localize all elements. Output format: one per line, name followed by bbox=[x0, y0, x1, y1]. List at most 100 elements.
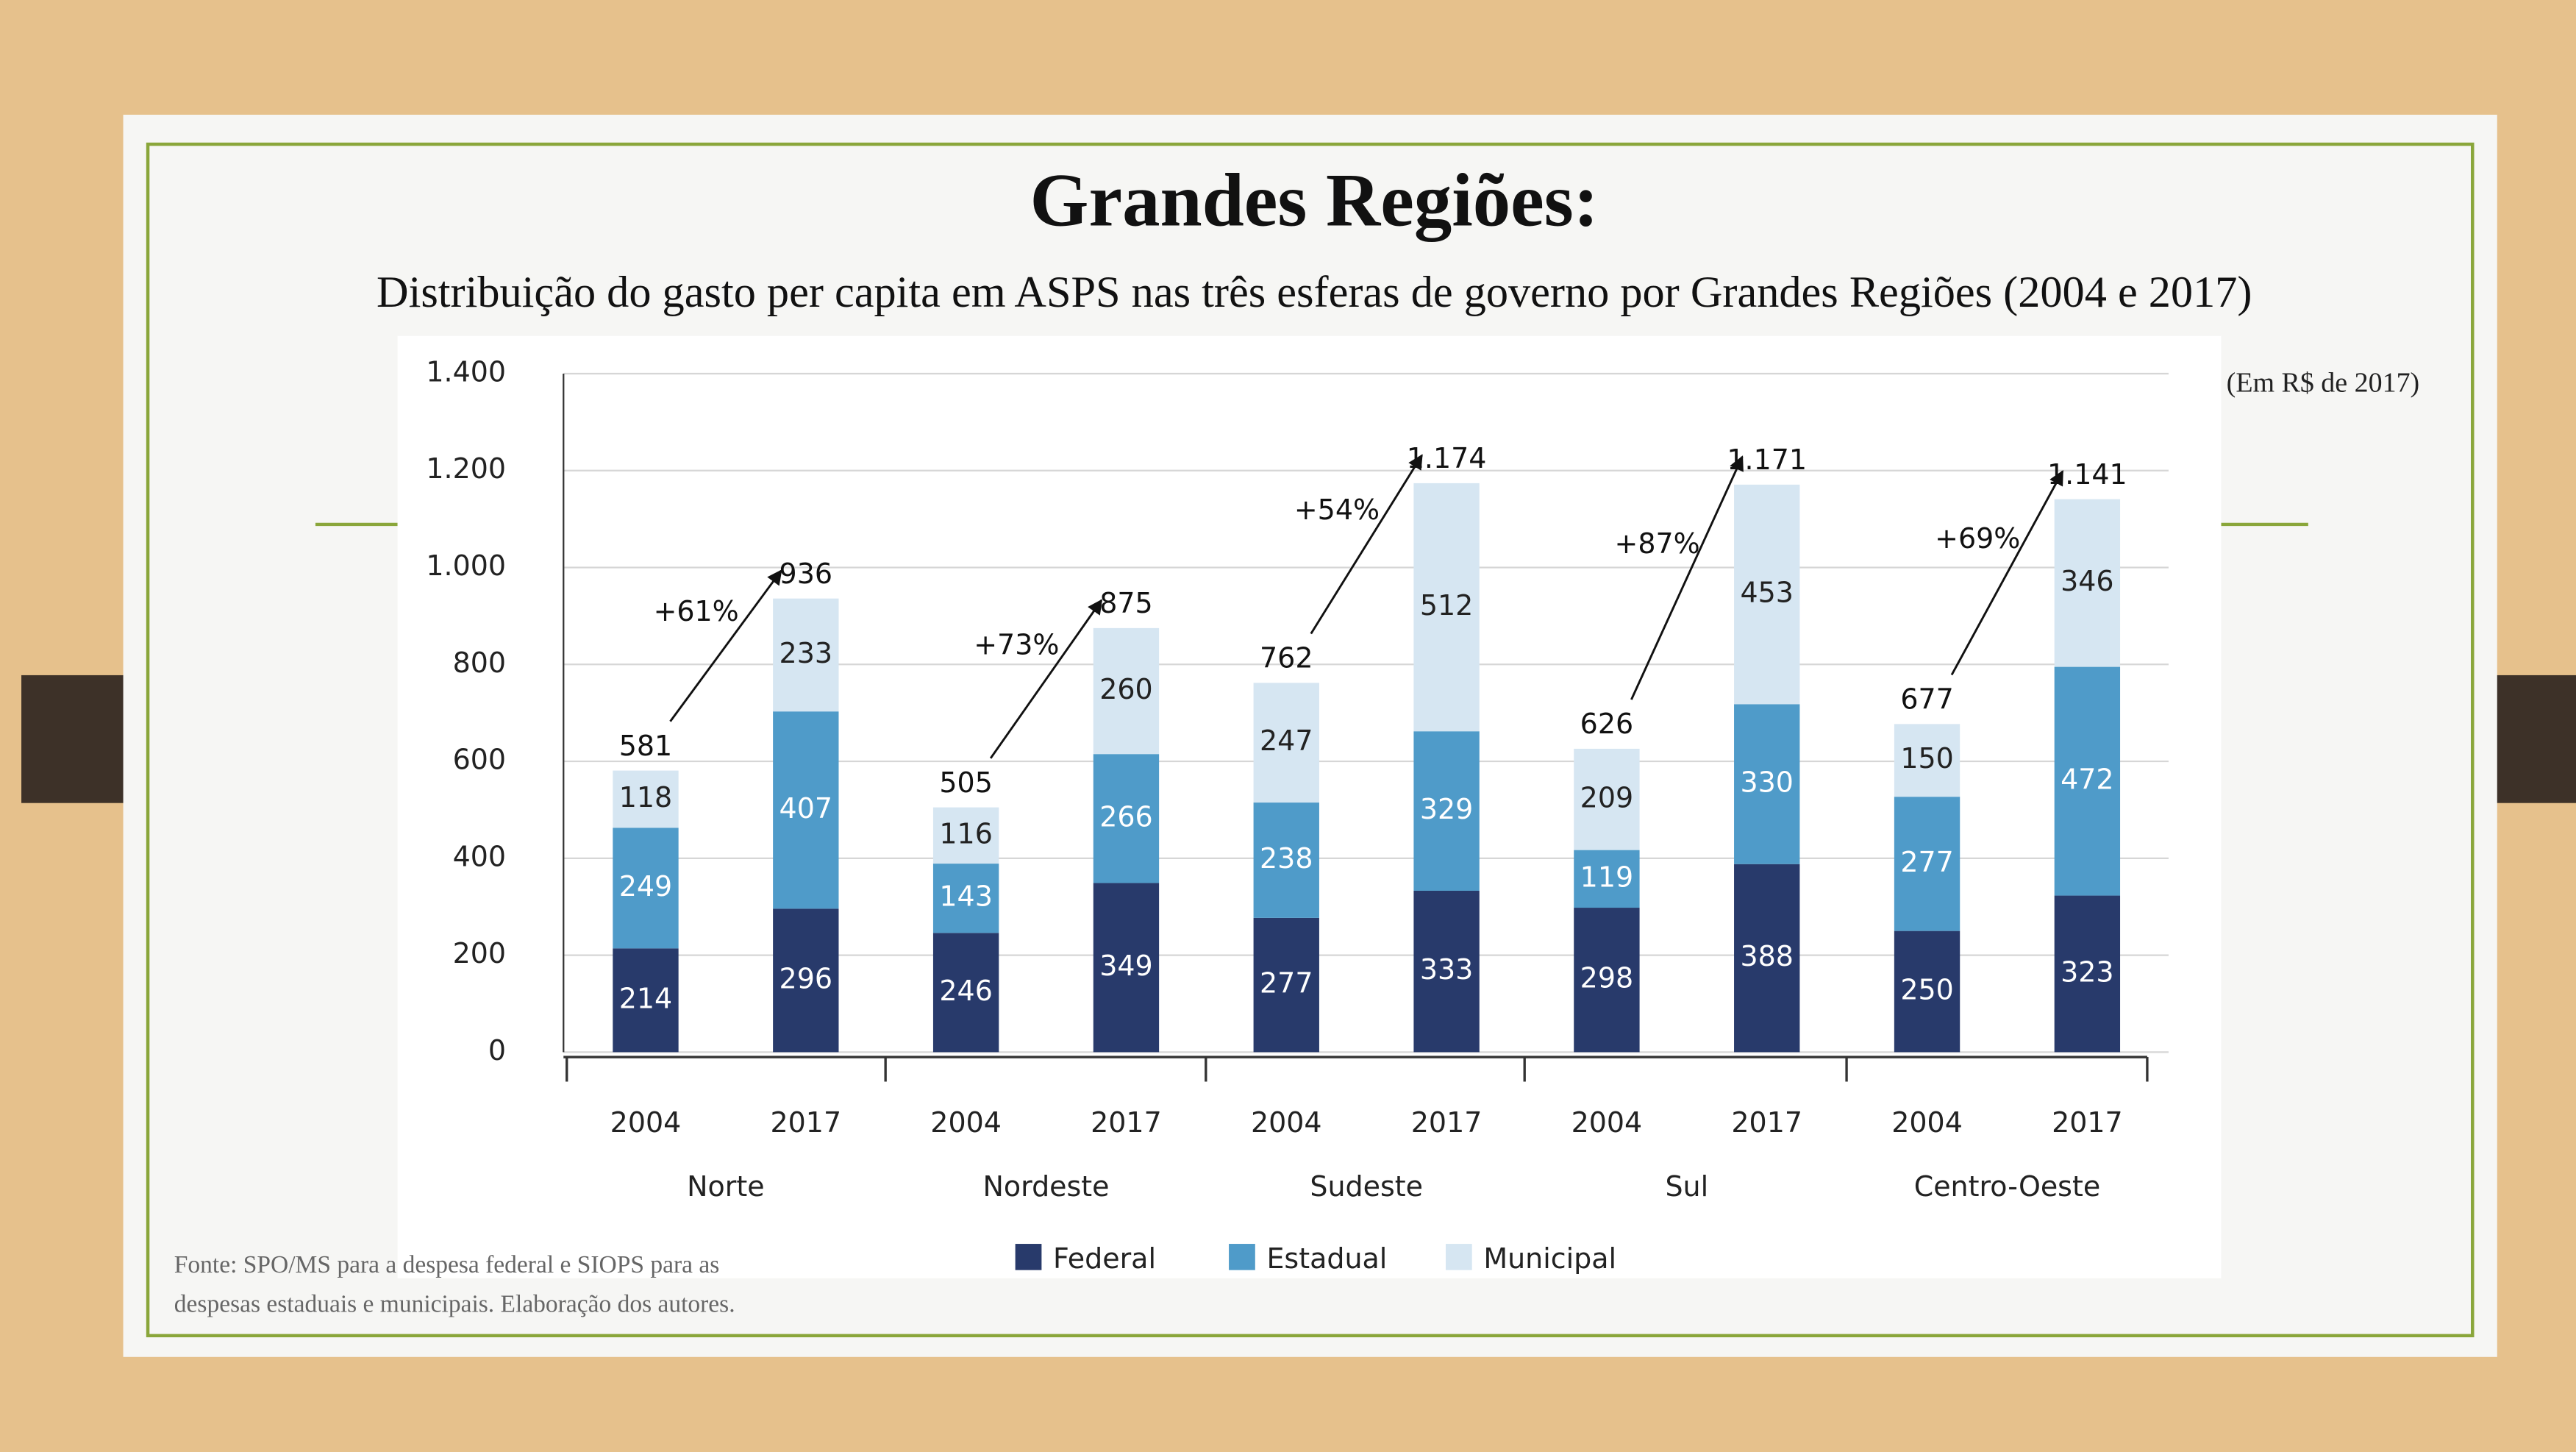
bar-segment bbox=[1253, 802, 1319, 918]
bar-segment bbox=[613, 828, 679, 949]
bar-segment bbox=[1894, 724, 1960, 797]
segment-label: 249 bbox=[619, 870, 672, 903]
bar-segment bbox=[1734, 864, 1800, 1053]
segment-label: 238 bbox=[1260, 842, 1313, 875]
x-tick-label: 2004 bbox=[1251, 1106, 1322, 1139]
segment-label: 277 bbox=[1900, 846, 1953, 878]
segment-label: 119 bbox=[1580, 861, 1633, 893]
segment-label: 349 bbox=[1099, 950, 1152, 982]
segment-label: 118 bbox=[619, 781, 672, 814]
legend-swatch bbox=[1229, 1244, 1255, 1270]
bar-segment bbox=[773, 598, 839, 712]
bar-segment bbox=[1253, 917, 1319, 1053]
segment-label: 233 bbox=[779, 637, 832, 669]
bar-segment bbox=[2054, 499, 2121, 667]
total-label: 581 bbox=[619, 730, 672, 762]
group-label: Centro-Oeste bbox=[1914, 1170, 2101, 1203]
unit-note: (Em R$ de 2017) bbox=[2227, 367, 2420, 398]
y-tick-label: 800 bbox=[453, 647, 506, 679]
legend-label: Municipal bbox=[1483, 1242, 1616, 1275]
y-tick-label: 0 bbox=[488, 1034, 506, 1067]
segment-label: 296 bbox=[779, 962, 832, 994]
segment-label: 323 bbox=[2061, 955, 2113, 988]
segment-label: 143 bbox=[939, 880, 992, 913]
x-tick-label: 2004 bbox=[1571, 1106, 1643, 1139]
bar-segment bbox=[1734, 704, 1800, 864]
bar-segment bbox=[1574, 850, 1640, 908]
growth-arrow bbox=[1310, 454, 1423, 635]
legend-swatch bbox=[1445, 1244, 1472, 1270]
segment-label: 247 bbox=[1260, 725, 1313, 757]
growth-label: +69% bbox=[1935, 522, 2020, 555]
segment-label: 266 bbox=[1099, 800, 1152, 833]
x-tick-label: 2017 bbox=[1731, 1106, 1802, 1139]
total-label: 762 bbox=[1260, 642, 1313, 675]
legend-label: Federal bbox=[1053, 1242, 1156, 1275]
segment-label: 330 bbox=[1740, 766, 1793, 799]
bar-segment bbox=[932, 864, 999, 933]
segment-label: 260 bbox=[1099, 673, 1152, 705]
segment-label: 277 bbox=[1260, 967, 1313, 1000]
total-label: 1.174 bbox=[1407, 442, 1487, 474]
segment-label: 150 bbox=[1900, 742, 1953, 775]
segment-label: 333 bbox=[1420, 953, 1473, 986]
bar-segment bbox=[1093, 754, 1160, 883]
bar-segment bbox=[1574, 908, 1640, 1053]
total-label: 677 bbox=[1900, 683, 1953, 716]
bar-segment bbox=[932, 933, 999, 1053]
legend-label: Estadual bbox=[1266, 1242, 1387, 1275]
slide-border bbox=[146, 142, 2475, 1338]
source-note: Fonte: SPO/MS para a despesa federal e S… bbox=[174, 1251, 719, 1278]
bar-segment bbox=[1413, 731, 1480, 891]
chart-title: Grandes Regiões: bbox=[1030, 160, 1599, 243]
bar-segment bbox=[932, 807, 999, 864]
total-label: 1.171 bbox=[1727, 444, 1807, 476]
bar-segment bbox=[1894, 797, 1960, 931]
bar-segment bbox=[2054, 895, 2121, 1053]
bar-segment bbox=[1894, 930, 1960, 1053]
growth-label: +87% bbox=[1615, 527, 1700, 560]
y-tick-label: 1.000 bbox=[426, 549, 506, 582]
x-tick-label: 2017 bbox=[2052, 1106, 2123, 1139]
total-label: 1.141 bbox=[2047, 458, 2127, 491]
total-label: 875 bbox=[1099, 587, 1152, 619]
bar-segment bbox=[1093, 627, 1160, 755]
segment-label: 512 bbox=[1420, 589, 1473, 622]
total-label: 505 bbox=[939, 766, 992, 799]
bar-segment bbox=[2054, 666, 2121, 896]
bar-segment bbox=[773, 908, 839, 1053]
total-label: 936 bbox=[779, 558, 832, 590]
growth-arrow bbox=[989, 599, 1103, 759]
x-tick-label: 2017 bbox=[1091, 1106, 1162, 1139]
segment-label: 214 bbox=[619, 982, 672, 1014]
bar-segment bbox=[1253, 683, 1319, 803]
bar-segment bbox=[1413, 890, 1480, 1053]
growth-arrow bbox=[1630, 455, 1744, 700]
total-label: 626 bbox=[1580, 708, 1633, 740]
segment-label: 298 bbox=[1580, 962, 1633, 994]
x-tick-label: 2004 bbox=[930, 1106, 1002, 1139]
chart-subtitle: Distribuição do gasto per capita em ASPS… bbox=[377, 268, 2252, 317]
segment-label: 407 bbox=[779, 792, 832, 825]
segment-label: 116 bbox=[939, 817, 992, 850]
bar-segment bbox=[773, 711, 839, 909]
bar-segment bbox=[613, 770, 679, 828]
group-label: Sul bbox=[1665, 1170, 1708, 1203]
x-tick-label: 2017 bbox=[771, 1106, 842, 1139]
segment-label: 209 bbox=[1580, 781, 1633, 814]
y-tick-label: 1.400 bbox=[426, 356, 506, 388]
x-tick-label: 2004 bbox=[1891, 1106, 1963, 1139]
bar-segment bbox=[1413, 483, 1480, 732]
bar-segment bbox=[1734, 484, 1800, 705]
y-tick-label: 1.200 bbox=[426, 452, 506, 485]
legend-swatch bbox=[1015, 1244, 1042, 1270]
segment-label: 472 bbox=[2061, 764, 2113, 796]
y-tick-label: 200 bbox=[453, 937, 506, 969]
y-tick-label: 600 bbox=[453, 744, 506, 776]
bar-segment bbox=[1093, 883, 1160, 1053]
group-label: Sudeste bbox=[1310, 1170, 1423, 1203]
group-label: Norte bbox=[687, 1170, 764, 1203]
source-note: despesas estaduais e municipais. Elabora… bbox=[174, 1290, 735, 1317]
segment-label: 346 bbox=[2061, 565, 2113, 597]
